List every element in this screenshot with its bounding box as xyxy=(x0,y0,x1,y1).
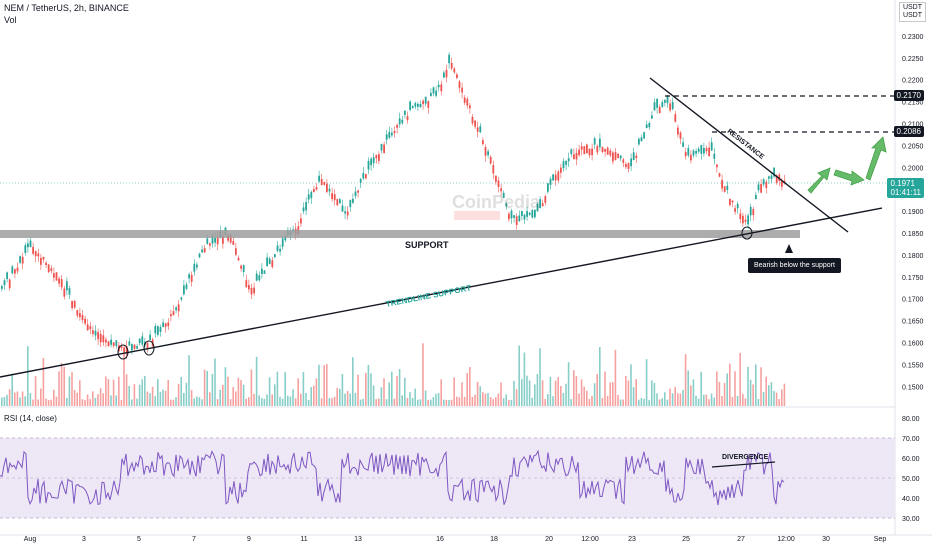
price-tick-label: 0.1700 xyxy=(902,297,924,304)
time-tick-label: 11 xyxy=(300,536,308,543)
time-tick-label: 23 xyxy=(628,536,636,543)
currency-label: USDT xyxy=(902,4,922,11)
time-tick-label: 25 xyxy=(682,536,690,543)
rsi-axis[interactable]: 80.00 70.00 60.00 50.00 40.00 30.00 xyxy=(902,416,920,523)
watermark-logo: CoinPedia xyxy=(452,192,541,220)
price-tick-label: 0.1550 xyxy=(902,362,924,369)
time-tick-label: 13 xyxy=(354,536,362,543)
price-tick-label: 0.1600 xyxy=(902,341,924,348)
touch-marker-3 xyxy=(741,226,753,240)
note-pointer xyxy=(785,244,793,253)
svg-text:CoinPedia: CoinPedia xyxy=(452,192,541,212)
time-tick-label: 30 xyxy=(822,536,830,543)
time-tick-label: 20 xyxy=(545,536,553,543)
trendline-support[interactable] xyxy=(0,207,883,378)
price-tick-label: 0.2100 xyxy=(902,122,924,129)
projection-arrows xyxy=(807,136,887,194)
current-price: 0.1971 xyxy=(890,179,915,188)
support-label: SUPPORT xyxy=(405,240,449,250)
level-tag-high: 0.2170 xyxy=(893,90,924,101)
symbol-line: NEM / TetherUS, 2h, BINANCE xyxy=(4,3,129,13)
price-tick-label: 0.1750 xyxy=(902,275,924,282)
time-tick-label: 7 xyxy=(192,536,196,543)
price-tick-label: 0.1650 xyxy=(902,319,924,326)
rsi-tick-label: 50.00 xyxy=(902,476,920,483)
rsi-tick-label: 40.00 xyxy=(902,496,920,503)
current-price-tag: 0.1971 01:41:11 xyxy=(887,178,924,198)
price-tick-label: 0.1500 xyxy=(902,384,924,391)
resistance-line[interactable] xyxy=(649,77,849,233)
time-tick-label: 16 xyxy=(436,536,444,543)
price-tick-label: 0.2250 xyxy=(902,56,924,63)
price-axis[interactable]: 0.23500.23000.22500.22000.21500.21000.20… xyxy=(902,12,924,391)
time-tick-label: Sep xyxy=(873,536,887,543)
candlesticks xyxy=(1,52,786,360)
bearish-note: Bearish below the support xyxy=(748,258,841,273)
time-tick-label: 9 xyxy=(247,536,251,543)
support-zone[interactable] xyxy=(0,230,800,238)
time-tick-label: 5 xyxy=(137,536,141,543)
rsi-tick-label: 70.00 xyxy=(902,436,920,443)
rsi-tick-label: 30.00 xyxy=(902,516,920,523)
price-tick-label: 0.2050 xyxy=(902,143,924,150)
time-tick-label: 18 xyxy=(490,536,498,543)
rsi-tick-label: 80.00 xyxy=(902,416,920,423)
chart-title: NEM / TetherUS, 2h, BINANCE Vol xyxy=(4,2,129,26)
volume-bars xyxy=(1,343,786,406)
level-tag-mid: 0.2086 xyxy=(893,126,924,137)
price-tick-label: 0.1850 xyxy=(902,231,924,238)
touch-marker-1 xyxy=(117,344,129,360)
divergence-line[interactable] xyxy=(711,461,776,468)
touch-marker-2 xyxy=(143,340,155,356)
price-tick-label: 0.2300 xyxy=(902,34,924,41)
rsi-tick-label: 60.00 xyxy=(902,456,920,463)
time-tick-label: Aug xyxy=(23,536,37,543)
price-tick-label: 0.2200 xyxy=(902,78,924,85)
time-tick-label: 12:00 xyxy=(581,536,599,543)
price-tick-label: 0.2150 xyxy=(902,100,924,107)
volume-label: Vol xyxy=(4,15,17,25)
rsi-indicator-label[interactable]: RSI (14, close) xyxy=(4,414,57,423)
rsi-line xyxy=(0,449,785,506)
currency-button[interactable]: USDT USDT xyxy=(898,2,926,22)
currency-label-2: USDT xyxy=(902,12,922,19)
bar-countdown: 01:41:11 xyxy=(890,188,921,197)
price-tick-label: 0.2000 xyxy=(902,165,924,172)
price-tick-label: 0.1900 xyxy=(902,209,924,216)
price-tick-label: 0.1800 xyxy=(902,253,924,260)
time-tick-label: 12:00 xyxy=(777,536,795,543)
time-tick-label: 27 xyxy=(737,536,745,543)
time-tick-label: 3 xyxy=(82,536,86,543)
divergence-label: DIVERGENCE xyxy=(722,454,769,461)
